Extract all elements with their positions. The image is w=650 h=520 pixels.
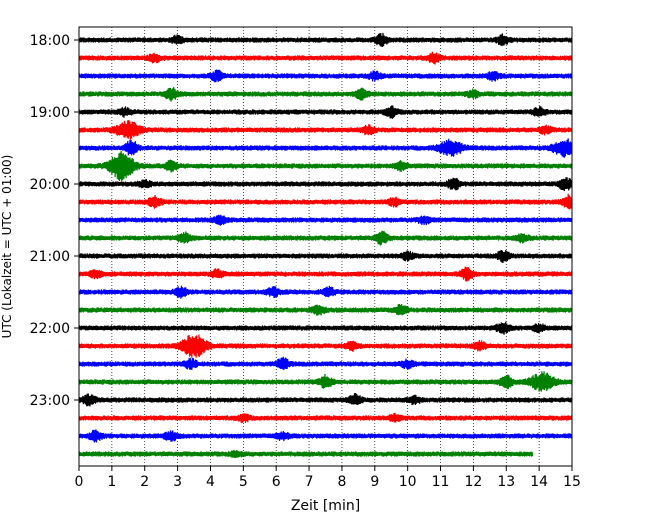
x-tick-label: 3 [173,474,182,490]
x-tick-label: 7 [305,474,314,490]
trace-2045 [79,230,572,246]
y-tick-label: 21:00 [30,249,70,265]
y-axis-ticks: 18:00 19:00 20:00 21:00 22:00 23:00 [30,33,79,409]
trace-2030 [79,214,572,226]
trace-1900 [79,105,572,119]
trace-2215 [79,334,572,358]
x-tick-label: 5 [239,474,248,490]
x-tick-label: 14 [530,474,548,490]
x-tick-label: 0 [75,474,84,490]
x-tick-label: 2 [140,474,149,490]
trace-1830 [79,69,572,83]
x-tick-label: 15 [563,474,581,490]
y-axis-label: UTC (Lokalzeit = UTC + 01:00) [0,155,14,339]
x-tick-label: 13 [497,474,515,490]
seismogram-traces [79,32,572,459]
plot-frame [78,26,573,467]
vertical-gridlines [111,27,540,466]
x-axis-ticks: 0 1 2 3 4 5 6 7 8 9 10 11 12 13 14 15 [75,466,581,490]
x-tick-label: 10 [399,474,417,490]
trace-2330 [79,429,572,443]
trace-2115 [79,266,572,282]
trace-1930 [79,138,572,158]
x-tick-label: 6 [272,474,281,490]
trace-1800 [79,32,572,47]
x-tick-label: 9 [370,474,379,490]
y-tick-label: 22:00 [30,321,70,337]
trace-2245 [79,371,572,392]
x-tick-label: 8 [337,474,346,490]
trace-1845 [79,87,572,102]
trace-2300 [79,393,572,407]
trace-1815 [79,51,572,65]
trace-1945 [79,150,572,182]
trace-2230 [79,356,572,371]
trace-2145 [79,303,572,316]
x-tick-label: 12 [464,474,482,490]
x-tick-label: 4 [206,474,215,490]
trace-2130 [79,285,572,299]
y-tick-label: 20:00 [30,177,70,193]
trace-2345 [79,449,534,459]
trace-2200 [79,321,572,335]
y-tick-label: 23:00 [30,393,70,409]
x-tick-label: 11 [432,474,450,490]
x-tick-label: 1 [107,474,116,490]
x-axis-label: Zeit [min] [291,498,360,514]
trace-2015 [79,193,572,210]
y-tick-label: 19:00 [30,105,70,121]
trace-2315 [79,412,572,424]
trace-2000 [79,177,572,192]
trace-2100 [79,249,572,263]
trace-1915 [79,119,572,140]
y-tick-label: 18:00 [30,33,70,49]
